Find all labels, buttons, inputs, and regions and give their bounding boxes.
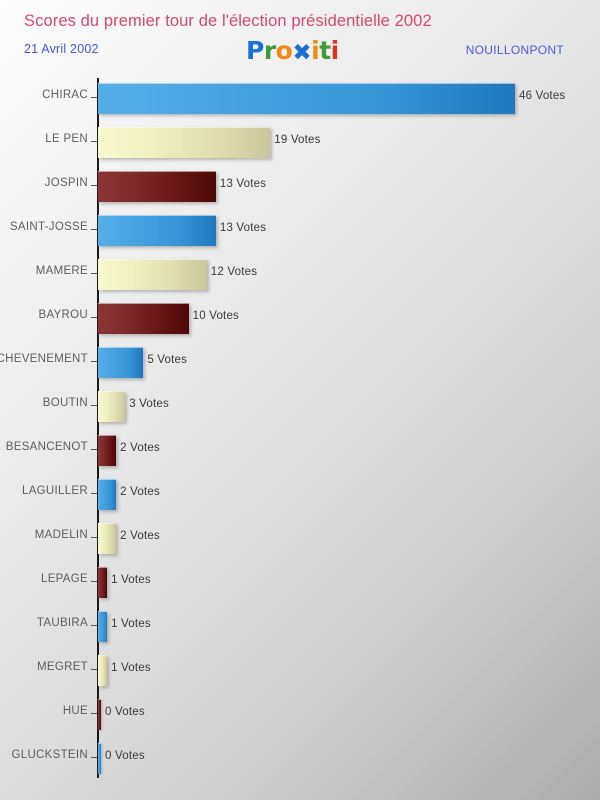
category-label-gluckstein: GLUCKSTEIN [11, 749, 88, 761]
logo-letter-0: P [246, 36, 264, 65]
axis-tick [91, 713, 97, 714]
logo-letter-5: t [319, 36, 331, 65]
bar-chart-plot: CHIRAC 46 Votes LE PEN 19 Votes JOSPIN 13 Vot… [0, 76, 600, 792]
axis-tick [91, 493, 97, 494]
bar-chevenement[interactable] [98, 347, 144, 378]
value-label-boutin: 3 Votes [129, 398, 169, 410]
category-label-le-pen: LE PEN [45, 133, 88, 145]
axis-tick [91, 141, 97, 142]
bar-le-pen[interactable] [98, 127, 271, 158]
logo-letter-1: r [263, 36, 276, 65]
chart-row: CHIRAC 46 Votes [0, 76, 600, 120]
value-label-chevenement: 5 Votes [147, 354, 188, 366]
chart-row: MAMERE 12 Votes [0, 252, 600, 296]
bar-besancenot[interactable] [98, 435, 117, 466]
category-label-jospin: JOSPIN [44, 177, 88, 189]
bar-madelin[interactable] [98, 523, 117, 554]
value-label-laguiller: 2 Votes [120, 486, 160, 498]
value-label-madelin: 2 Votes [120, 530, 160, 542]
value-label-taubira: 1 Votes [111, 618, 151, 630]
value-label-hue: 0 Votes [105, 706, 145, 718]
category-label-chirac: CHIRAC [42, 89, 88, 101]
chart-row: HUE 0 Votes [0, 692, 600, 736]
chart-row: CHEVENEMENT 5 Votes [0, 340, 600, 384]
logo-letter-2: o [275, 36, 293, 65]
logo-letter-4: i [311, 36, 320, 65]
category-label-mamere: MAMERE [35, 265, 88, 277]
axis-tick [91, 229, 97, 230]
axis-tick [91, 317, 97, 318]
chart-row: BESANCENOT 2 Votes [0, 428, 600, 472]
election-date: 21 Avril 2002 [24, 42, 99, 56]
category-axis-line [97, 78, 99, 778]
axis-tick [91, 625, 97, 626]
category-label-megret: MEGRET [37, 661, 88, 673]
value-label-le-pen: 19 Votes [274, 134, 321, 146]
axis-tick [91, 537, 97, 538]
axis-tick [91, 449, 97, 450]
value-label-saint-josse: 13 Votes [219, 222, 267, 234]
chart-row: LE PEN 19 Votes [0, 120, 600, 164]
category-label-besancenot: BESANCENOT [5, 441, 88, 453]
value-label-megret: 1 Votes [111, 662, 151, 674]
axis-tick [91, 97, 97, 98]
axis-tick [91, 669, 97, 670]
value-label-jospin: 13 Votes [219, 178, 267, 190]
axis-tick [91, 757, 97, 758]
category-label-boutin: BOUTIN [42, 397, 88, 409]
bar-hue[interactable] [98, 699, 101, 730]
bar-saint-josse[interactable] [98, 215, 216, 246]
bar-chirac[interactable] [98, 83, 515, 114]
bar-megret[interactable] [98, 655, 108, 686]
chart-row: LEPAGE 1 Votes [0, 560, 600, 604]
chart-row: BOUTIN 3 Votes [0, 384, 600, 428]
axis-tick [91, 581, 97, 582]
bar-taubira[interactable] [98, 611, 108, 642]
value-label-gluckstein: 0 Votes [105, 750, 145, 762]
logo-letter-6: i [330, 36, 340, 65]
category-label-taubira: TAUBIRA [36, 617, 88, 629]
chart-row: SAINT-JOSSE 13 Votes [0, 208, 600, 252]
axis-tick [91, 185, 97, 186]
chart-row: GLUCKSTEIN 0 Votes [0, 736, 600, 780]
bar-jospin[interactable] [98, 171, 216, 202]
chart-row: BAYROU 10 Votes [0, 296, 600, 340]
category-label-laguiller: LAGUILLER [22, 485, 88, 497]
chart-row: JOSPIN 13 Votes [0, 164, 600, 208]
axis-tick [91, 405, 97, 406]
bar-lepage[interactable] [98, 567, 108, 598]
page-title: Scores du premier tour de l'élection pré… [24, 12, 432, 30]
value-label-chirac: 46 Votes [519, 90, 566, 102]
commune-name: NOUILLONPONT [465, 43, 564, 57]
category-label-hue: HUE [62, 705, 88, 717]
value-label-mamere: 12 Votes [210, 266, 258, 278]
chart-row: TAUBIRA 1 Votes [0, 604, 600, 648]
chart-row: LAGUILLER 2 Votes [0, 472, 600, 516]
axis-tick [91, 273, 97, 274]
chart-row: MADELIN 2 Votes [0, 516, 600, 560]
bar-boutin[interactable] [98, 391, 126, 422]
proxiti-logo[interactable]: Pro✖iti [246, 36, 340, 66]
value-label-besancenot: 2 Votes [120, 442, 160, 454]
value-label-bayrou: 10 Votes [192, 310, 239, 322]
bar-laguiller[interactable] [98, 479, 117, 510]
category-label-madelin: MADELIN [34, 529, 88, 541]
bar-mamere[interactable] [98, 259, 207, 290]
chart-row: MEGRET 1 Votes [0, 648, 600, 692]
category-label-saint-josse: SAINT-JOSSE [9, 221, 88, 233]
axis-tick [91, 361, 97, 362]
category-label-lepage: LEPAGE [41, 573, 88, 585]
logo-letter-3: ✖ [292, 40, 312, 66]
bar-bayrou[interactable] [98, 303, 189, 334]
category-label-bayrou: BAYROU [38, 309, 88, 321]
bar-gluckstein[interactable] [98, 743, 101, 774]
value-label-lepage: 1 Votes [111, 574, 151, 586]
category-label-chevenement: CHEVENEMENT [0, 353, 88, 365]
